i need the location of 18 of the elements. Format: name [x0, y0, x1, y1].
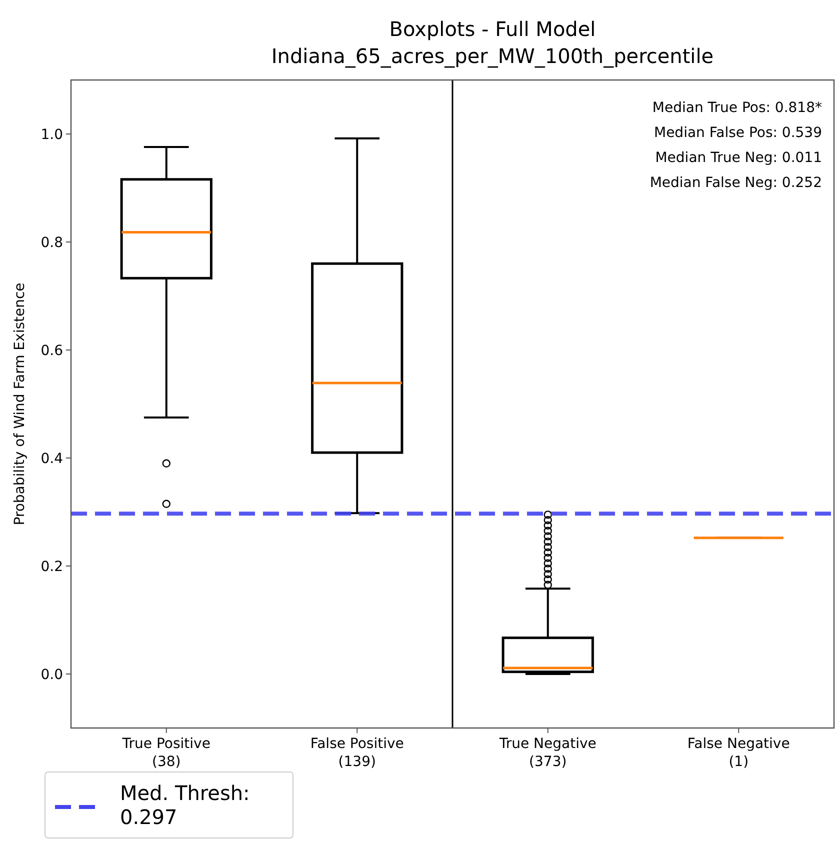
x-tick-label: False Negative (1): [687, 736, 790, 770]
chart-title: Boxplots - Full Model: [389, 17, 596, 41]
y-tick-label: 0.2: [40, 558, 63, 575]
y-tick-label: 1.0: [40, 126, 63, 143]
y-tick-label: 0.4: [40, 450, 64, 467]
x-tick-label: False Positive (139): [310, 736, 404, 770]
chart-subtitle: Indiana_65_acres_per_MW_100th_percentile: [271, 44, 714, 68]
annotation: Median False Pos: 0.539: [654, 125, 822, 141]
annotation: Median True Neg: 0.011: [655, 150, 822, 166]
annotation: Median True Pos: 0.818*: [652, 100, 822, 116]
legend-label: Med. Thresh: 0.297: [120, 781, 250, 829]
x-tick-label: True Positive (38): [121, 736, 210, 770]
y-tick-label: 0.8: [40, 234, 63, 251]
y-axis-title: Probability of Wind Farm Existence: [12, 282, 28, 526]
x-tick-label: True Negative (373): [498, 736, 596, 770]
y-tick-label: 0.0: [40, 666, 63, 683]
annotation: Median False Neg: 0.252: [650, 175, 822, 191]
y-tick-label: 0.6: [40, 342, 64, 359]
